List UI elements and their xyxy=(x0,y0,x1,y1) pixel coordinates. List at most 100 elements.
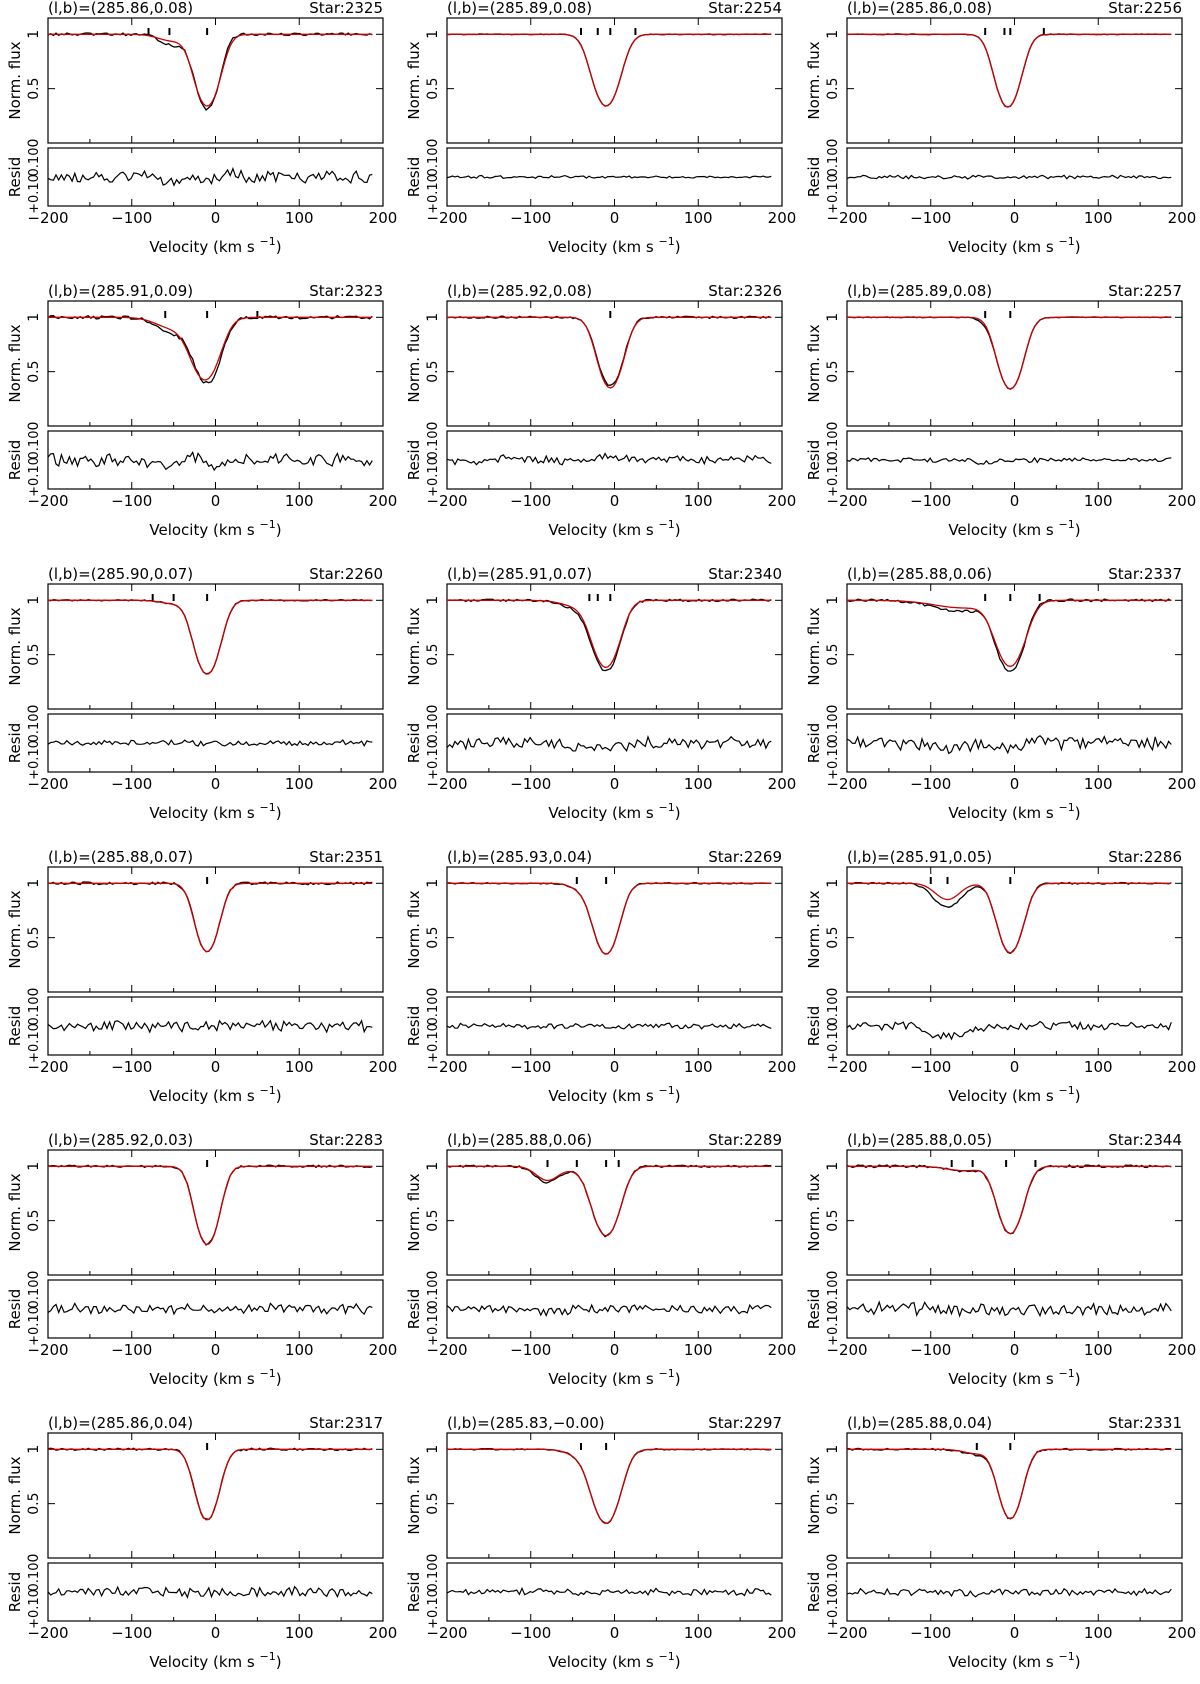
x-tick-label: 200 xyxy=(768,1058,797,1076)
flux-axes-frame xyxy=(47,1432,384,1559)
x-tick-label: −100 xyxy=(111,1624,152,1642)
flux-axes-frame xyxy=(846,300,1183,427)
x-tick-label: 100 xyxy=(1084,1624,1113,1642)
flux-y-tick-label: 0 xyxy=(825,422,841,431)
residual-line xyxy=(846,735,1172,755)
panel-star-label: Star:2257 xyxy=(1108,282,1182,300)
x-tick-label: −100 xyxy=(510,775,551,793)
x-tick-label: 200 xyxy=(768,1341,797,1359)
x-tick-label: −100 xyxy=(111,775,152,793)
model-fit-line xyxy=(48,882,373,953)
spectrum-panel-8: (l,b)=(285.91,0.07) Star:2340 1 0.5 0 Norm. f… xyxy=(405,565,796,822)
resid-axis-label: Resid xyxy=(405,1006,423,1046)
residual-line xyxy=(47,450,373,472)
panel-star-label: Star:2260 xyxy=(309,565,383,583)
resid-y-tick-label: +0.10 xyxy=(27,740,42,780)
panel-coordinates-title: (l,b)=(285.86,0.08) xyxy=(847,0,992,17)
flux-axes-frame xyxy=(446,1149,783,1276)
x-tick-label: 100 xyxy=(1084,492,1113,510)
x-axis-label-text: Velocity (km s xyxy=(948,238,1058,256)
x-tick-label: −100 xyxy=(910,1058,951,1076)
x-tick-label: −100 xyxy=(111,492,152,510)
x-tick-label: −200 xyxy=(27,1341,68,1359)
observed-spectrum-line xyxy=(47,1447,373,1521)
x-tick-label: 100 xyxy=(684,1058,713,1076)
flux-y-tick-label: 1 xyxy=(825,1162,841,1171)
resid-y-tick-label: 0.10 xyxy=(426,148,441,177)
x-axis-label-close: ) xyxy=(1075,1087,1081,1105)
spectrum-panel-18: (l,b)=(285.88,0.04) Star:2331 1 0.5 0 Norm. f… xyxy=(805,1414,1196,1671)
panel-star-label: Star:2254 xyxy=(708,0,782,17)
panel-coordinates-title: (l,b)=(285.92,0.08) xyxy=(447,282,592,300)
flux-y-tick-label: 0.5 xyxy=(425,644,441,666)
resid-axis-label: Resid xyxy=(405,157,423,197)
flux-axes-frame xyxy=(446,583,783,710)
resid-y-tick-label: 0.10 xyxy=(826,1563,841,1592)
flux-y-tick-label: 0 xyxy=(26,1271,42,1280)
residual-line xyxy=(846,1300,1172,1318)
x-axis-label-close: ) xyxy=(1075,1653,1081,1671)
flux-y-tick-label: 1 xyxy=(825,879,841,888)
x-tick-label: 0 xyxy=(610,1341,620,1359)
flux-y-tick-label: 0.5 xyxy=(26,78,42,100)
x-tick-label: −200 xyxy=(426,775,467,793)
x-tick-label: −200 xyxy=(826,1624,867,1642)
resid-y-tick-label: 0.10 xyxy=(426,1563,441,1592)
resid-y-tick-label: +0.10 xyxy=(426,1306,441,1346)
panel-star-label: Star:2340 xyxy=(708,565,782,583)
x-tick-label: 200 xyxy=(768,1624,797,1642)
x-axis-label: Velocity (km s −1) xyxy=(149,1367,281,1388)
observed-spectrum-line xyxy=(447,315,772,386)
flux-axes-frame xyxy=(47,300,384,427)
resid-axis-label: Resid xyxy=(805,440,823,480)
resid-y-tick-label: +0.10 xyxy=(826,740,841,780)
panel-coordinates-title: (l,b)=(285.88,0.04) xyxy=(847,1414,992,1432)
x-tick-label: −100 xyxy=(510,492,551,510)
resid-y-tick-label: 0.10 xyxy=(426,431,441,460)
spectrum-panel-3: (l,b)=(285.86,0.08) Star:2256 1 0.5 0 Norm. f… xyxy=(805,0,1196,256)
observed-spectrum-line xyxy=(446,882,772,955)
flux-y-tick-label: 0 xyxy=(425,139,441,148)
flux-y-tick-label: 0.5 xyxy=(26,927,42,949)
flux-y-tick-label: 1 xyxy=(825,1445,841,1454)
x-axis-label: Velocity (km s −1) xyxy=(548,1650,680,1671)
resid-y-tick-label: +0.10 xyxy=(426,174,441,214)
panel-coordinates-title: (l,b)=(285.88,0.06) xyxy=(847,565,992,583)
panel-star-label: Star:2297 xyxy=(708,1414,782,1432)
x-axis-label-close: ) xyxy=(675,804,681,822)
panel-coordinates-title: (l,b)=(285.83,−0.00) xyxy=(447,1414,605,1432)
observed-spectrum-line xyxy=(446,1164,772,1238)
x-tick-label: 0 xyxy=(610,1624,620,1642)
resid-axis-label: Resid xyxy=(805,1572,823,1612)
x-axis-label-close: ) xyxy=(276,1087,282,1105)
x-axis-label-exponent: −1 xyxy=(1059,1367,1075,1380)
resid-axes-frame xyxy=(846,713,1183,773)
x-tick-label: 200 xyxy=(369,1058,398,1076)
x-tick-label: 100 xyxy=(684,1341,713,1359)
resid-y-tick-label: 0.10 xyxy=(826,148,841,177)
spectrum-panel-13: (l,b)=(285.92,0.03) Star:2283 1 0.5 0 Norm. f… xyxy=(6,1131,397,1388)
resid-y-tick-label: 0.10 xyxy=(27,148,42,177)
flux-axis-label: Norm. flux xyxy=(805,41,823,119)
x-axis-label: Velocity (km s −1) xyxy=(948,1650,1080,1671)
model-fit-line xyxy=(447,33,772,107)
model-fit-line xyxy=(48,316,373,381)
x-tick-label: 100 xyxy=(285,1341,314,1359)
x-tick-label: −100 xyxy=(510,1341,551,1359)
resid-y-tick-label: +0.10 xyxy=(426,1023,441,1063)
flux-y-tick-label: 0 xyxy=(825,988,841,997)
x-axis-label-text: Velocity (km s xyxy=(948,1087,1058,1105)
x-tick-label: 0 xyxy=(211,492,221,510)
flux-y-tick-label: 1 xyxy=(825,30,841,39)
resid-y-tick-label: 0.10 xyxy=(27,1563,42,1592)
x-tick-label: 100 xyxy=(1084,1058,1113,1076)
panel-coordinates-title: (l,b)=(285.86,0.08) xyxy=(48,0,193,17)
x-tick-label: 200 xyxy=(369,775,398,793)
flux-axis-label: Norm. flux xyxy=(6,1173,24,1251)
flux-y-tick-label: 1 xyxy=(825,313,841,322)
flux-axes-frame xyxy=(47,583,384,710)
spectrum-panel-11: (l,b)=(285.93,0.04) Star:2269 1 0.5 0 Norm. f… xyxy=(405,848,796,1105)
x-tick-label: 200 xyxy=(369,209,398,227)
x-axis-label-exponent: −1 xyxy=(1059,1084,1075,1097)
flux-y-tick-label: 1 xyxy=(425,1162,441,1171)
